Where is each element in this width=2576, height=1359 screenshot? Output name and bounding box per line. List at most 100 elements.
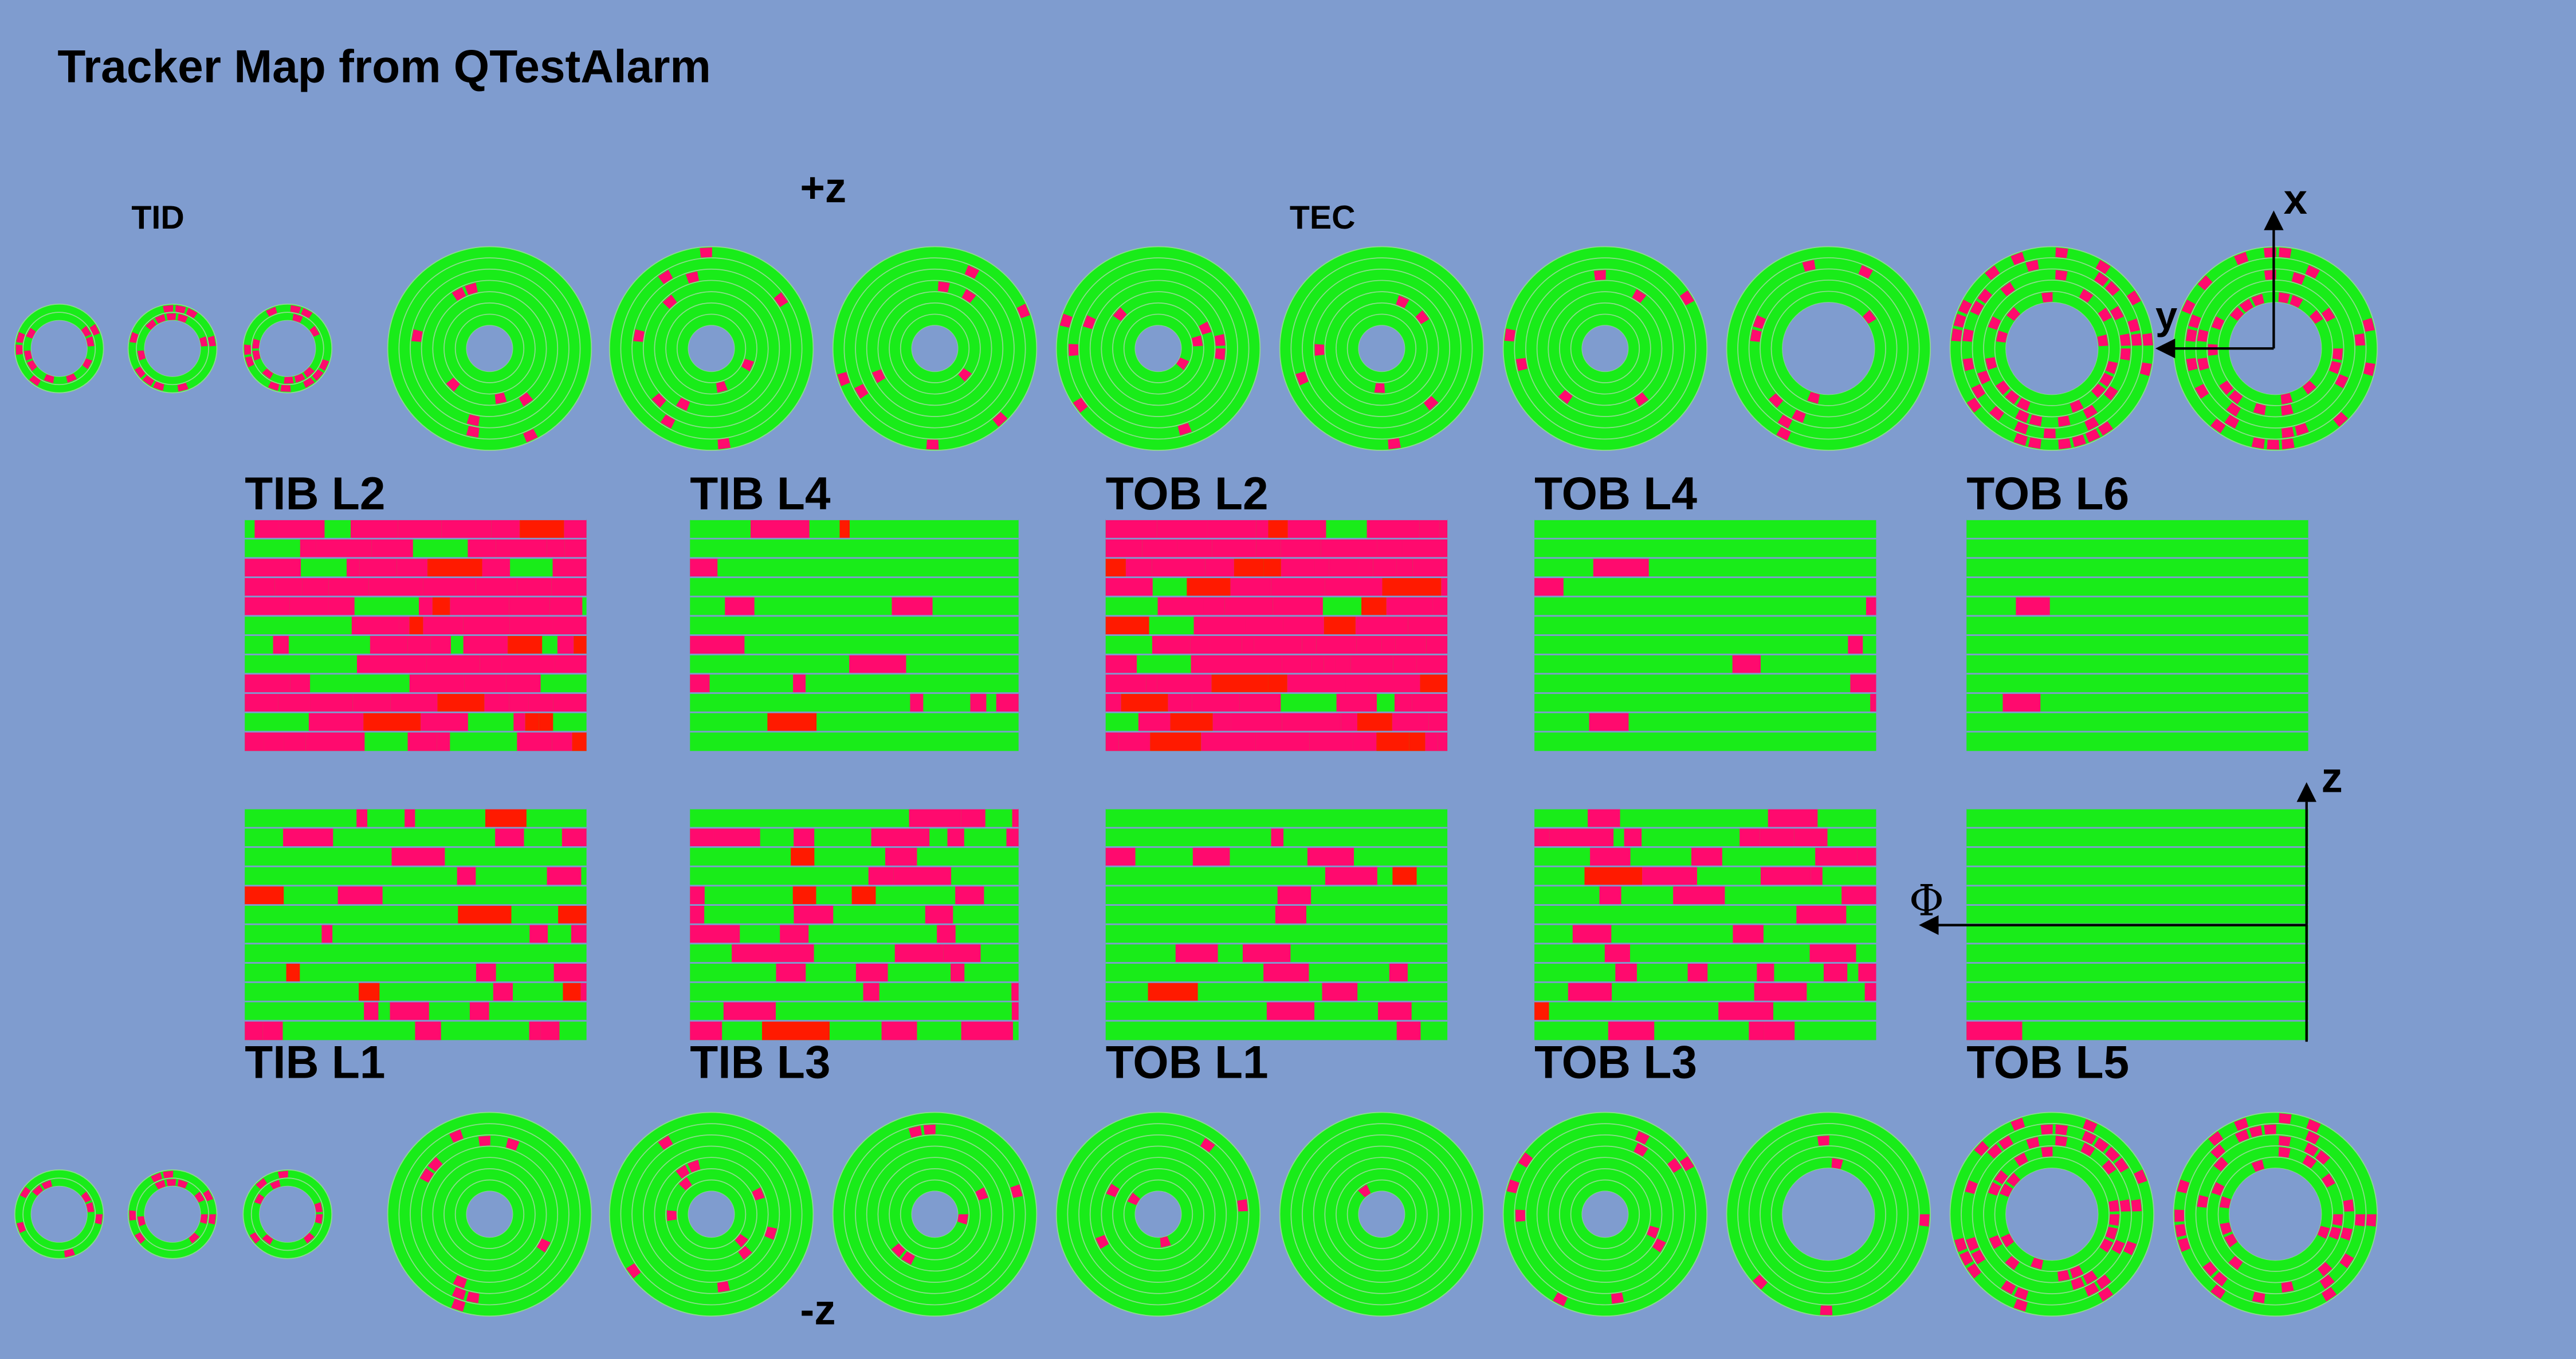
module [687,1160,701,1173]
module [1377,1001,1412,1021]
module [468,539,496,558]
disks [14,246,2378,1317]
module [2142,333,2153,346]
module [268,381,280,391]
module [2281,1281,2294,1293]
module [529,1020,541,1040]
module [908,1125,922,1138]
module [1444,557,1448,578]
ring [1290,257,1473,440]
module [651,393,666,408]
module [463,615,510,635]
module [203,1189,214,1201]
module [1858,265,1874,279]
module [1307,847,1354,867]
module [2043,428,2056,439]
ring [2195,1134,2355,1294]
ring [1112,1168,1204,1260]
module [1966,1263,1982,1279]
ring [1737,257,1920,440]
ring [1313,280,1451,417]
module [509,596,550,616]
layer-label: TOB L2 [1106,468,1269,520]
module [2186,328,2197,342]
module [2070,399,2084,413]
ring [398,257,581,440]
arrow-head [2155,339,2176,359]
module [1271,827,1284,847]
module [1187,577,1231,597]
module [1277,885,1311,905]
module [1374,383,1385,393]
module [294,373,305,383]
module [1590,847,1631,867]
module [871,369,886,383]
module [868,866,894,886]
module [95,1214,103,1225]
module [16,1221,26,1234]
module [81,1191,92,1203]
module [457,866,476,886]
module [1176,358,1189,371]
module [508,635,543,655]
module [82,358,93,370]
module [262,1020,283,1040]
module [2111,1240,2125,1254]
module [1203,596,1225,616]
module [1361,596,1387,616]
module [1295,371,1309,386]
ring [1514,257,1697,440]
ring [1290,1123,1473,1306]
module [551,577,587,597]
ring [1536,1145,1674,1283]
module [405,808,415,828]
module [761,1020,777,1040]
module [520,519,564,539]
ring [127,1169,218,1259]
module [2279,247,2292,258]
module [2210,1144,2226,1159]
module [2218,380,2233,395]
module [1593,270,1606,281]
module [2251,437,2265,449]
module [633,329,645,342]
module [2013,1298,2028,1312]
module [245,356,254,368]
phi-axis-label: Φ [1909,875,1944,925]
module [540,1020,560,1040]
ring [866,280,1004,417]
module [871,827,930,847]
module [2319,1274,2335,1290]
module [2083,404,2098,419]
disk-hole [1582,325,1628,372]
module [245,885,284,905]
module [305,732,365,751]
module [773,292,788,307]
module [561,827,587,847]
module [1396,557,1413,578]
module [1750,329,1762,342]
ring [877,291,992,406]
module [558,905,587,925]
module [423,577,476,597]
module [777,1020,830,1040]
module [1157,519,1208,539]
module [1254,635,1302,655]
module [155,1180,166,1189]
module [750,519,810,539]
module [1757,963,1774,983]
module [501,654,555,674]
module [685,271,700,284]
module [29,375,41,386]
module [2110,305,2124,321]
module [1971,384,1986,399]
module [517,732,552,751]
module [1105,673,1146,693]
module [1242,635,1254,655]
module [2321,1173,2335,1188]
module [175,305,186,313]
layer-label: TIB L2 [245,468,385,520]
module [1256,539,1281,558]
ring [642,280,780,417]
module [855,963,888,983]
